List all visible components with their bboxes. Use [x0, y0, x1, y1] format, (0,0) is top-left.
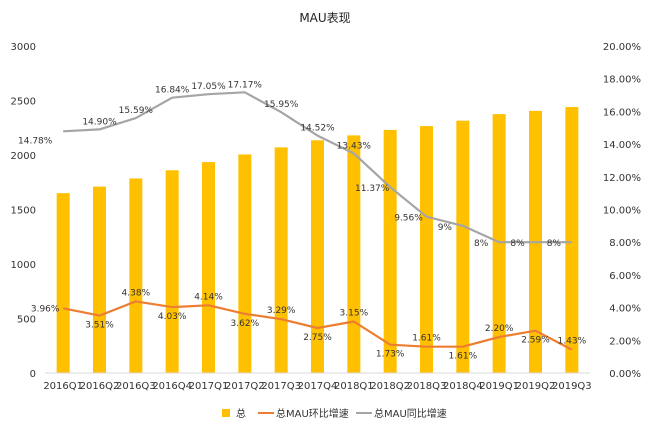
bar — [238, 154, 252, 373]
data-label: 9% — [438, 223, 453, 233]
data-label: 3.96% — [31, 304, 60, 314]
line-series: 3.96% 3.51% 4.38% 4.03% 4.14% 3.62% 3.29% 2.75%… — [18, 80, 587, 361]
right-axis: 0.00% 2.00% 4.00% 6.00% 8.00% 10.00% 12.00% 14.… — [603, 42, 641, 380]
left-axis: 0 500 1000 1500 2000 2500 3000 — [11, 42, 36, 380]
bar — [165, 170, 179, 373]
bar — [456, 120, 470, 373]
x-tick-label: 2017Q3 — [261, 381, 301, 392]
left-tick-label: 3000 — [11, 42, 36, 53]
right-tick-label: 8.00% — [609, 238, 641, 249]
data-label: 13.43% — [337, 141, 372, 151]
bar — [565, 107, 579, 373]
data-label: 8% — [474, 239, 489, 249]
x-tick-label: 2018Q3 — [407, 381, 447, 392]
data-label: 8% — [510, 239, 525, 249]
x-tick-label: 2017Q2 — [225, 381, 265, 392]
x-tick-label: 2019Q1 — [479, 381, 519, 392]
right-tick-label: 14.00% — [603, 140, 641, 151]
x-tick-label: 2016Q3 — [116, 381, 156, 392]
left-tick-label: 1000 — [11, 260, 36, 271]
data-label: 16.84% — [155, 86, 190, 96]
legend-label: 总MAU环比增速 — [276, 407, 349, 420]
right-tick-label: 20.00% — [603, 42, 641, 53]
left-tick-label: 2000 — [11, 151, 36, 162]
data-label: 15.95% — [264, 100, 299, 110]
data-label: 1.73% — [376, 350, 405, 360]
series-line — [63, 91, 572, 244]
right-tick-label: 10.00% — [603, 206, 641, 217]
data-label: 14.52% — [300, 124, 335, 134]
data-label: 4.38% — [122, 288, 151, 298]
right-tick-label: 16.00% — [603, 107, 641, 118]
data-label: 14.78% — [18, 136, 53, 146]
data-label: 11.37% — [355, 184, 390, 194]
bar — [93, 186, 106, 373]
data-label: 2.75% — [303, 333, 332, 343]
data-label: 17.05% — [191, 82, 226, 92]
legend-label: 总MAU同比增速 — [374, 407, 447, 420]
x-tick-label: 2018Q4 — [443, 381, 483, 392]
x-tick-label: 2019Q2 — [516, 381, 556, 392]
x-tick-label: 2018Q1 — [334, 381, 374, 392]
right-tick-label: 4.00% — [609, 304, 641, 315]
legend-label: 总 — [236, 407, 246, 420]
left-tick-label: 2500 — [11, 97, 36, 108]
data-label: 3.62% — [231, 319, 260, 329]
data-label: 8% — [547, 239, 562, 249]
data-label: 3.51% — [85, 321, 114, 331]
data-label: 9.56% — [394, 214, 423, 224]
data-label: 3.15% — [340, 308, 369, 318]
right-tick-label: 0.00% — [609, 369, 641, 380]
series-line — [62, 300, 573, 351]
chart-title: MAU表现 — [299, 11, 350, 25]
x-tick-label: 2016Q2 — [80, 381, 120, 392]
data-label: 17.17% — [228, 80, 263, 90]
right-tick-label: 6.00% — [609, 271, 641, 282]
x-tick-label: 2017Q4 — [298, 381, 338, 392]
bar — [274, 147, 288, 373]
x-tick-label: 2016Q1 — [43, 381, 83, 392]
x-tick-label: 2019Q3 — [552, 381, 592, 392]
x-tick-label: 2016Q4 — [152, 381, 192, 392]
right-tick-label: 18.00% — [603, 75, 641, 86]
bar — [492, 114, 506, 373]
x-axis: 2016Q12016Q22016Q32016Q42017Q12017Q22017… — [43, 372, 592, 392]
legend-swatch — [222, 409, 230, 417]
data-label: 3.29% — [267, 306, 296, 316]
left-tick-label: 1500 — [11, 206, 36, 217]
bar — [311, 140, 324, 373]
data-label: 1.43% — [558, 337, 587, 347]
bar — [56, 193, 70, 373]
bar — [129, 178, 143, 373]
bar — [202, 162, 215, 373]
x-tick-label: 2017Q1 — [189, 381, 229, 392]
data-label: 2.20% — [485, 324, 514, 334]
data-label: 1.61% — [412, 334, 441, 344]
data-label: 4.14% — [194, 292, 223, 302]
data-label: 2.59% — [521, 336, 550, 346]
data-label: 1.61% — [449, 352, 478, 362]
bar — [383, 129, 397, 373]
left-tick-label: 500 — [17, 315, 36, 326]
right-tick-label: 2.00% — [609, 336, 641, 347]
legend: 总 总MAU环比增速 总MAU同比增速 — [222, 407, 447, 420]
bar — [347, 135, 361, 373]
bar — [420, 126, 433, 374]
data-label: 4.03% — [158, 312, 187, 322]
left-tick-label: 0 — [30, 369, 36, 380]
right-tick-label: 12.00% — [603, 173, 641, 184]
data-label: 15.59% — [119, 106, 154, 116]
x-tick-label: 2018Q2 — [370, 381, 410, 392]
data-label: 14.90% — [82, 117, 117, 127]
